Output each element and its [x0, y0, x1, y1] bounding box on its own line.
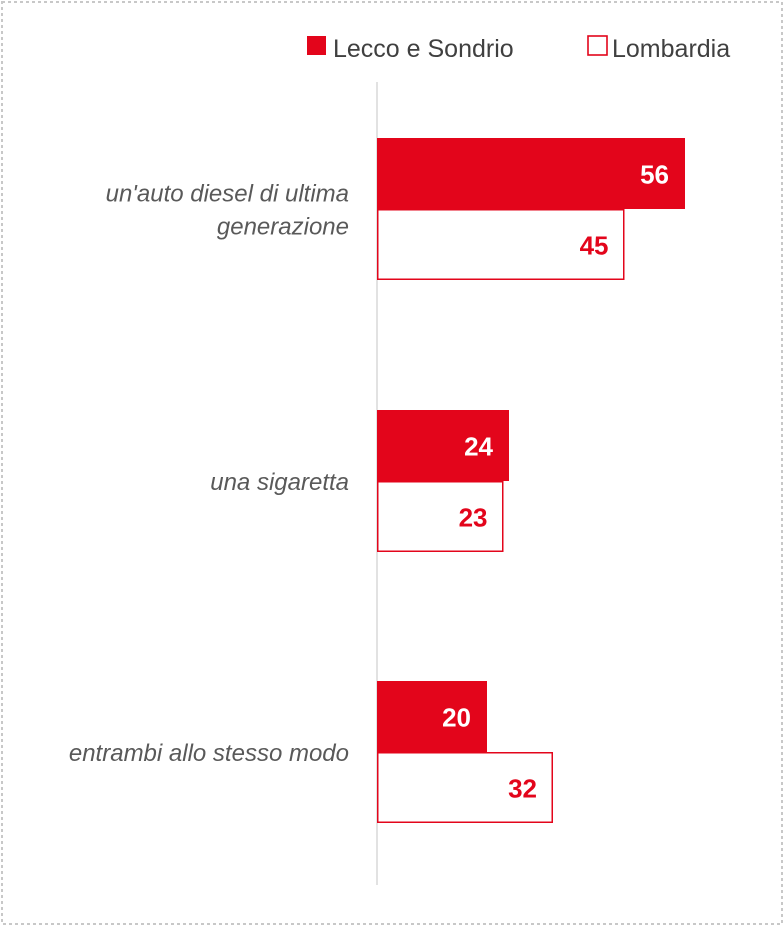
- category-label-line: generazione: [217, 214, 349, 241]
- legend-swatch-1: [307, 36, 326, 55]
- data-label-2-2: 23: [459, 503, 488, 533]
- category-label-1: un'auto diesel di ultima generazione: [106, 181, 349, 241]
- data-label-2-3: 32: [508, 774, 537, 804]
- bar-2-3: [377, 752, 553, 823]
- data-label-2-1: 45: [580, 231, 609, 261]
- category-label-2: una sigaretta: [210, 469, 349, 496]
- bar-1-2: [377, 410, 509, 481]
- category-label-line: entrambi allo stesso modo: [69, 740, 349, 767]
- category-label-line: un'auto diesel di ultima: [106, 181, 349, 208]
- category-label-3: entrambi allo stesso modo: [69, 740, 349, 767]
- bars: 56 45 24 23 20 32: [377, 138, 685, 823]
- category-labels: un'auto diesel di ultima generazione una s…: [69, 181, 349, 768]
- data-label-1-1: 56: [640, 160, 669, 190]
- bar-1-3: [377, 681, 487, 752]
- category-label-line: una sigaretta: [210, 469, 349, 496]
- legend-label-1: Lecco e Sondrio: [333, 35, 514, 63]
- bar-2-1: [377, 209, 625, 280]
- legend: Lecco e Sondrio Lombardia: [307, 35, 730, 63]
- bar-1-1: [377, 138, 685, 209]
- bar-2-2: [377, 481, 504, 552]
- data-label-1-3: 20: [442, 703, 471, 733]
- data-label-1-2: 24: [464, 432, 493, 462]
- legend-label-2: Lombardia: [612, 35, 730, 63]
- legend-swatch-2: [587, 35, 608, 56]
